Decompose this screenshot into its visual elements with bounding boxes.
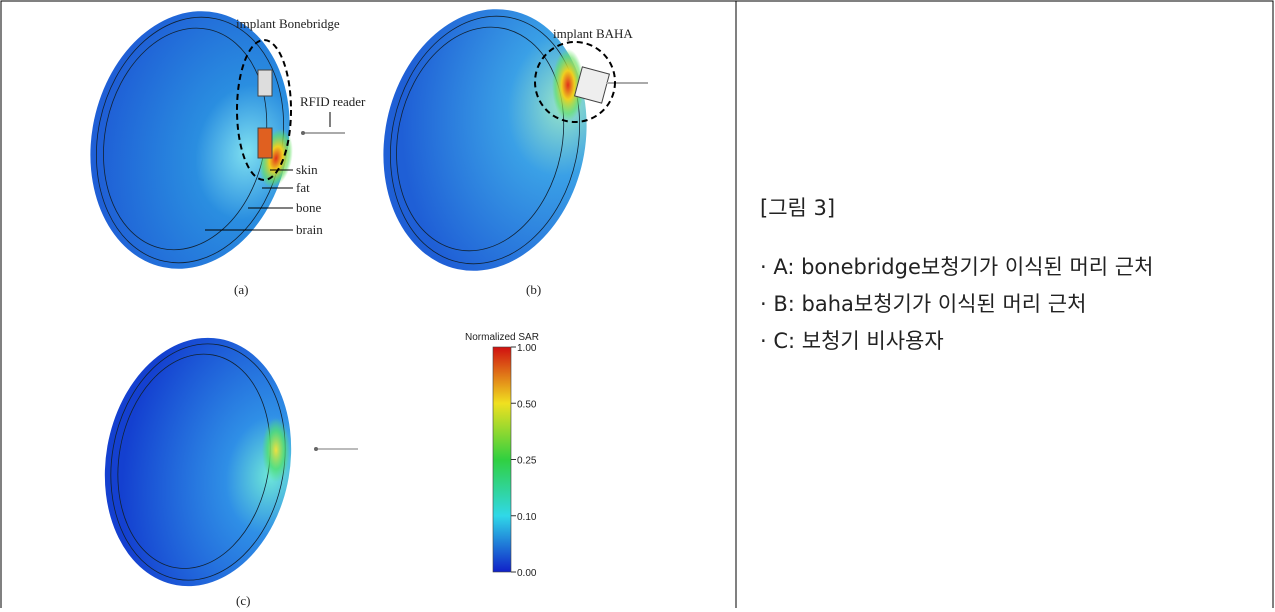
layer-label: skin [296,162,318,177]
tick-label: 0.25 [517,456,537,467]
dashed-outline [236,39,292,181]
implant-device [257,127,273,159]
layer-label: bone [296,200,322,215]
implant-coil [257,69,273,97]
hot-spot [552,49,584,121]
layer-label: brain [296,222,323,237]
implant-device [573,66,611,104]
tick-label: 1.00 [517,343,537,354]
heading: [그림 3] [760,196,836,220]
caption: (c) [236,593,250,608]
label: implant BAHA [553,26,633,41]
label: implant Bonebridge [236,16,340,31]
tick-label: 0.50 [517,399,537,410]
list-item: · A: bonebridge보청기가 이식된 머리 근처 [760,255,1154,279]
list-item: · C: 보청기 비사용자 [760,329,944,353]
reader-dot [301,131,305,135]
caption: (a) [234,282,248,297]
colorbar-ticks: 1.00 0.50 0.25 0.10 0.00 [511,343,537,579]
colorbar-title: Normalized SAR [465,332,539,343]
hot-spot [262,418,290,482]
dashed-outline [534,41,616,123]
reader-dot [314,447,318,451]
tick-label: 0.10 [517,512,537,523]
list-item: · B: baha보청기가 이식된 머리 근처 [760,292,1087,316]
tick-label: 0.00 [517,568,537,579]
description: [그림 3] · A: bonebridge보청기가 이식된 머리 근처 · B… [760,190,1260,360]
head-b [383,9,587,271]
head-a [90,11,293,269]
label: RFID reader [300,94,366,109]
caption: (b) [526,282,541,297]
layer-label: fat [296,180,310,195]
colorbar [492,346,512,573]
